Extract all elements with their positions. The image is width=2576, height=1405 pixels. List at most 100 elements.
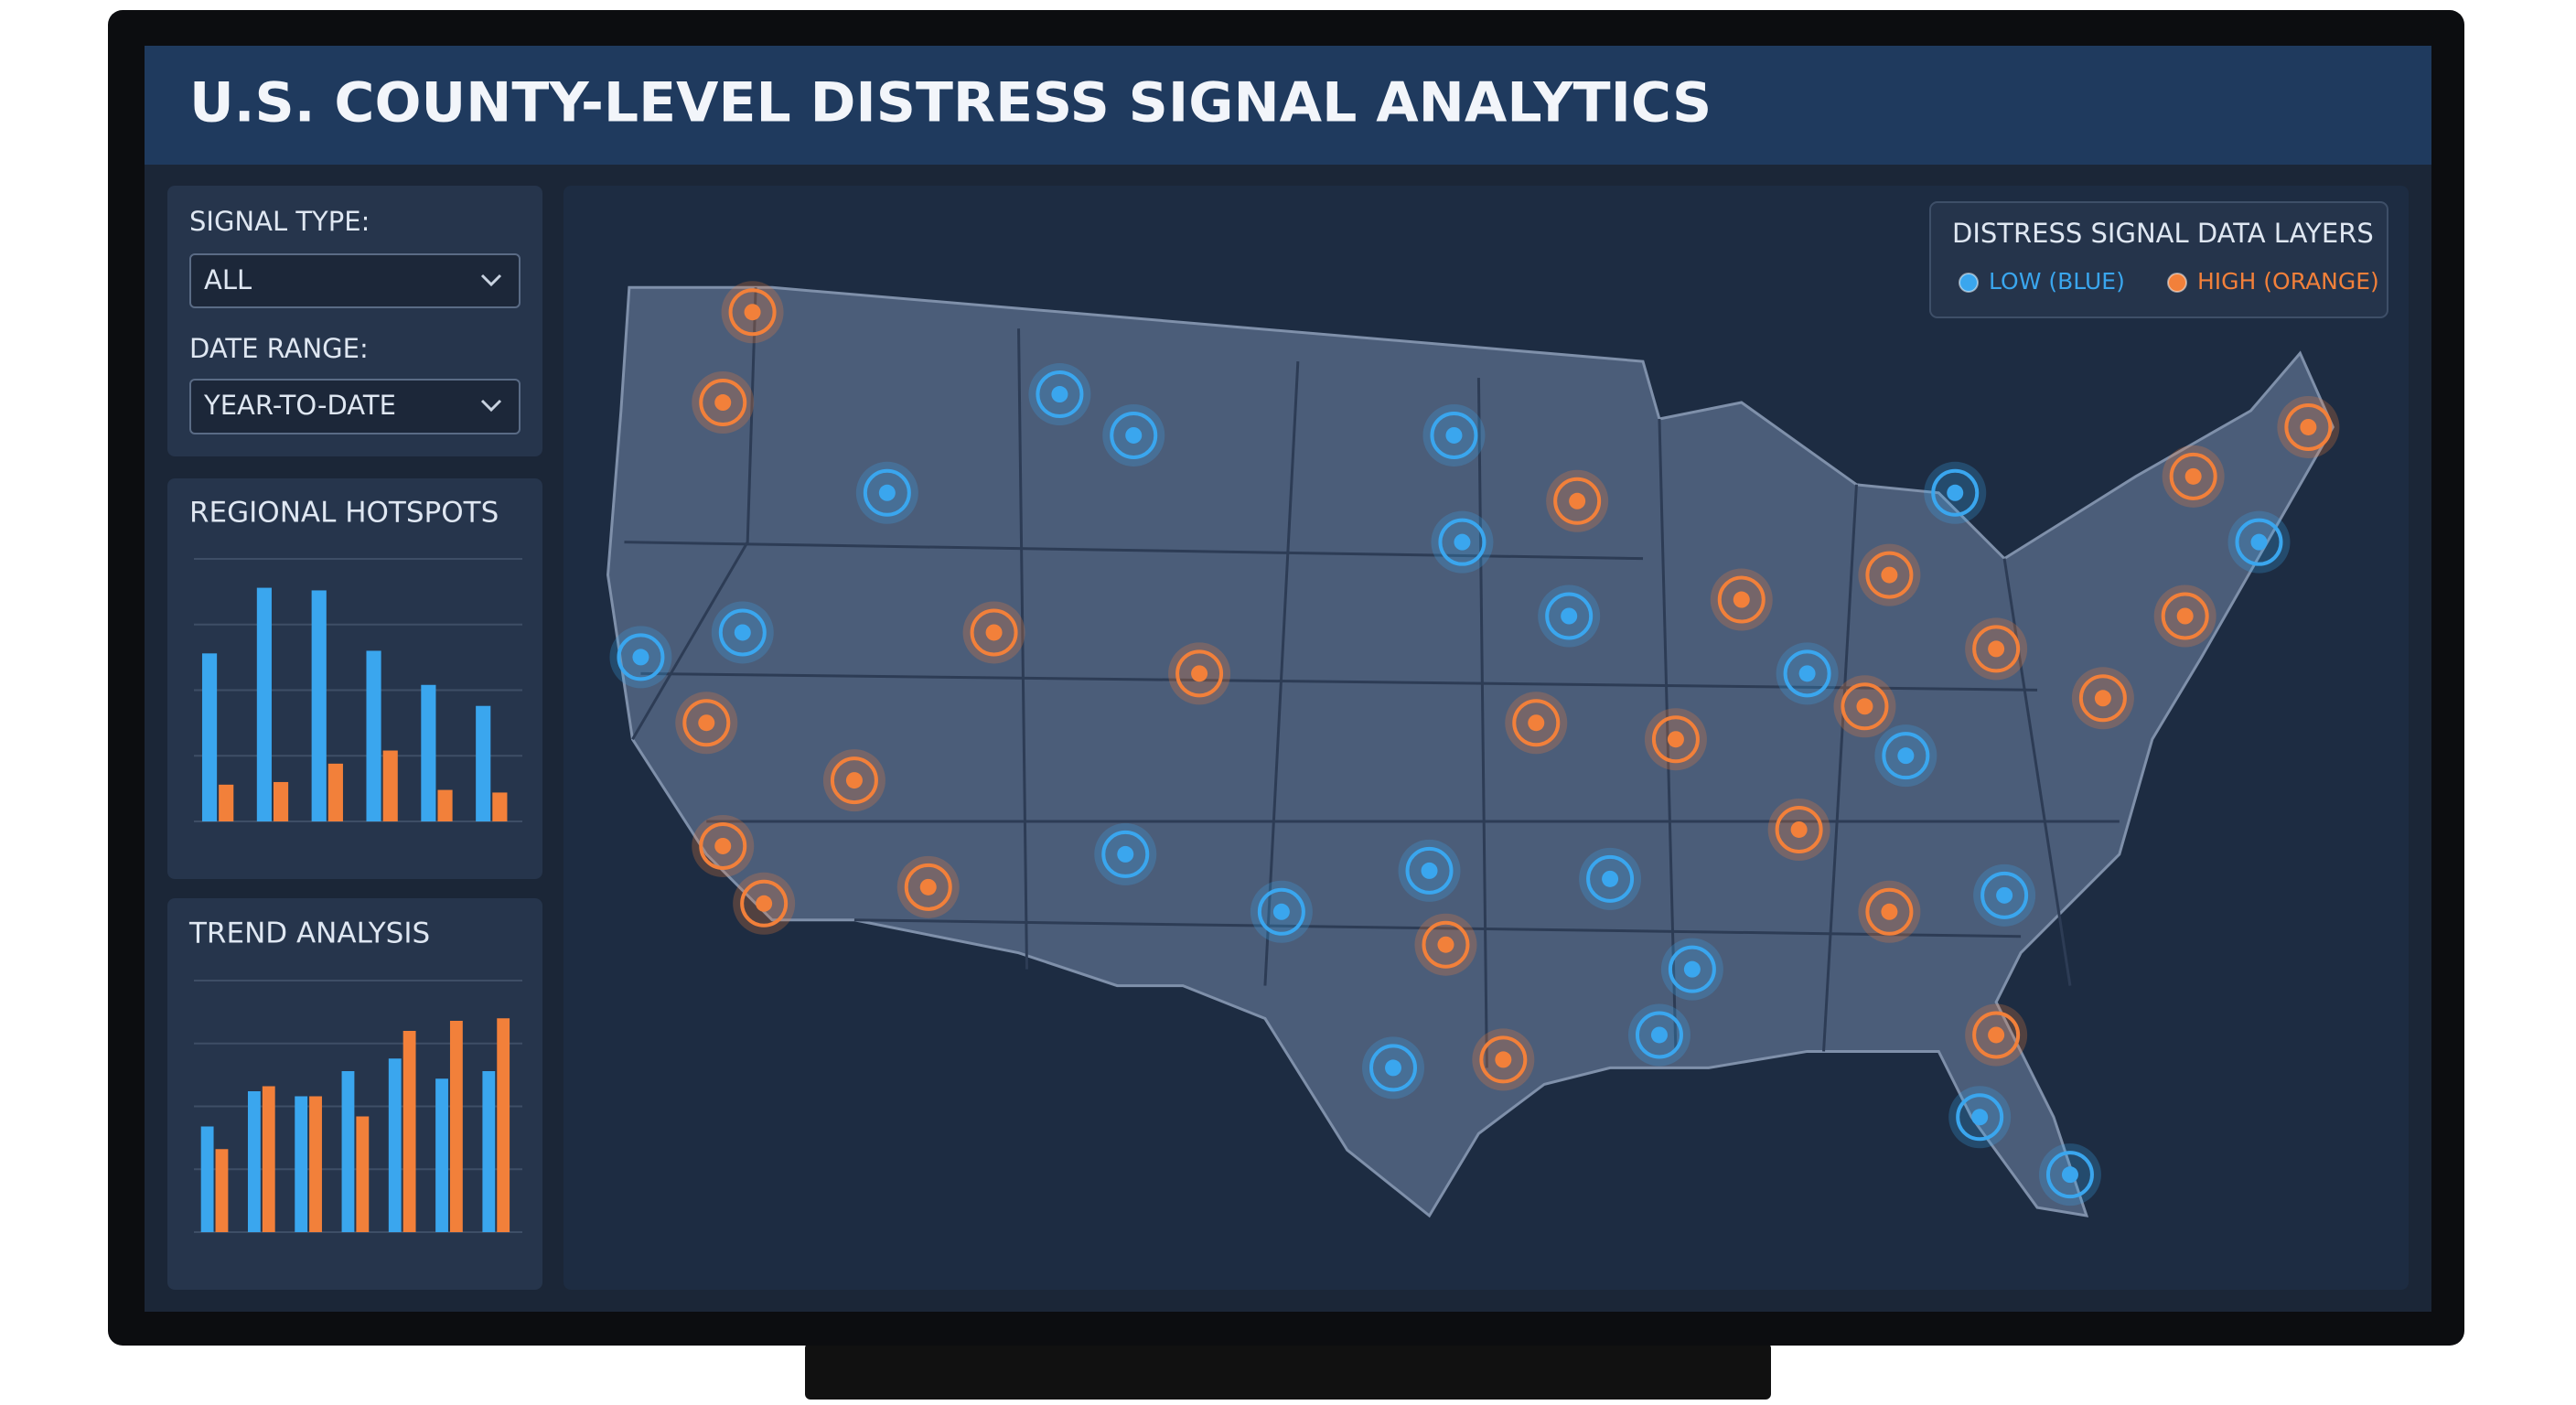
bar: [482, 1071, 496, 1232]
hotspot: [1421, 862, 1438, 879]
hotspot: [1881, 903, 1898, 920]
dropdown[interactable]: [189, 253, 521, 308]
hotspot: [2176, 607, 2194, 625]
bar: [341, 1071, 355, 1232]
stand: [805, 1343, 1771, 1400]
dropdown[interactable]: [189, 379, 521, 434]
hotspot-ring: [1668, 945, 1716, 993]
hotspot-ring: [1036, 370, 1084, 419]
hotspot-ring: [2045, 1151, 2094, 1199]
bar: [262, 1086, 275, 1232]
header-bar: [145, 46, 2431, 165]
border: [1658, 418, 1678, 1052]
hotspot: [1733, 591, 1750, 608]
hotspot-ring: [1882, 732, 1930, 780]
page-title: U.S. COUNTY-LEVEL DISTRESS SIGNAL ANALYT…: [189, 71, 1712, 135]
hotspot-ring: [1980, 871, 2029, 919]
hotspot: [878, 484, 896, 501]
border: [1263, 361, 1300, 986]
hotspot: [1051, 386, 1068, 403]
hotspot-ring: [1717, 575, 1766, 624]
filter-label: DATE RANGE:: [189, 333, 369, 364]
hotspot: [1272, 903, 1290, 920]
hotspot-ring: [1369, 1044, 1418, 1092]
legend-marker: [1959, 273, 1979, 293]
hotspot-ring: [2284, 402, 2333, 451]
hotspot: [714, 394, 732, 412]
legend-label: HIGH (ORANGE): [2197, 268, 2379, 295]
bar: [309, 1096, 322, 1232]
hotspot-ring: [2169, 452, 2217, 500]
hotspot-ring: [1651, 715, 1700, 764]
hotspot: [1561, 607, 1578, 625]
chevron: [480, 399, 502, 413]
hotspot-ring: [1553, 477, 1602, 525]
bar: [219, 784, 234, 821]
hotspot-ring: [2078, 674, 2127, 723]
hotspot-ring: [1635, 1011, 1683, 1059]
hotspot: [1667, 731, 1684, 748]
hotspot-ring: [863, 468, 911, 517]
hotspot-ring: [617, 633, 665, 681]
filter-label: SIGNAL TYPE:: [189, 206, 370, 237]
bar: [273, 781, 289, 821]
bar: [256, 587, 272, 821]
bar: [435, 1078, 448, 1232]
hotspot: [1445, 426, 1463, 444]
hotspot-ring: [699, 821, 747, 870]
hotspot-ring: [718, 608, 767, 657]
bar: [200, 1126, 214, 1232]
panel-title: REGIONAL HOTSPOTS: [189, 497, 499, 530]
hotspot-ring: [1972, 1011, 2021, 1059]
chevron: [480, 273, 502, 287]
bar: [295, 1096, 308, 1232]
hotspot: [1454, 533, 1471, 551]
hotspot: [1385, 1059, 1402, 1077]
border: [640, 671, 2038, 692]
hotspot-ring: [1783, 649, 1831, 698]
hotspot: [1437, 936, 1454, 953]
legend-title: DISTRESS SIGNAL DATA LAYERS: [1952, 218, 2374, 249]
hotspot: [2094, 690, 2111, 707]
hotspot-ring: [1841, 682, 1889, 731]
hotspot-ring: [740, 879, 789, 928]
hotspot-ring: [699, 379, 747, 427]
hotspot: [1650, 1026, 1668, 1044]
hotspot-ring: [1865, 551, 1914, 599]
hotspot-ring: [904, 863, 952, 911]
legend-label: LOW (BLUE): [1989, 268, 2125, 295]
bar: [201, 653, 218, 821]
bar: [215, 1149, 229, 1232]
bar: [356, 1116, 370, 1232]
hotspot: [1125, 426, 1143, 444]
hotspot: [1988, 1026, 2005, 1044]
panel-title: TREND ANALYSIS: [188, 917, 430, 950]
hotspot: [1569, 492, 1586, 509]
bar: [421, 684, 436, 821]
hotspot-ring: [1257, 887, 1305, 936]
hotspot-ring: [1586, 854, 1635, 903]
dropdown-value: ALL: [204, 264, 252, 295]
hotspot: [1602, 870, 1619, 887]
us-map: [606, 281, 2340, 1218]
hotspot: [698, 714, 715, 732]
bar: [497, 1018, 510, 1232]
bar: [388, 1058, 402, 1232]
bar: [247, 1091, 261, 1232]
hotspot: [2300, 418, 2317, 435]
hotspot: [1947, 484, 1964, 501]
hotspot-ring: [1438, 518, 1487, 566]
hotspot: [756, 895, 773, 912]
hotspot: [1971, 1109, 1989, 1126]
hotspot: [1897, 747, 1915, 765]
hotspot: [744, 304, 761, 321]
hotspot: [1988, 640, 2005, 658]
hotspot: [1798, 665, 1816, 682]
hotspot-ring: [728, 288, 777, 337]
hotspot-ring: [1865, 887, 1914, 936]
hotspot: [1528, 714, 1545, 732]
hotspot: [2184, 467, 2202, 485]
hotspot: [1495, 1051, 1512, 1068]
land: [606, 285, 2334, 1218]
bar: [311, 590, 327, 821]
